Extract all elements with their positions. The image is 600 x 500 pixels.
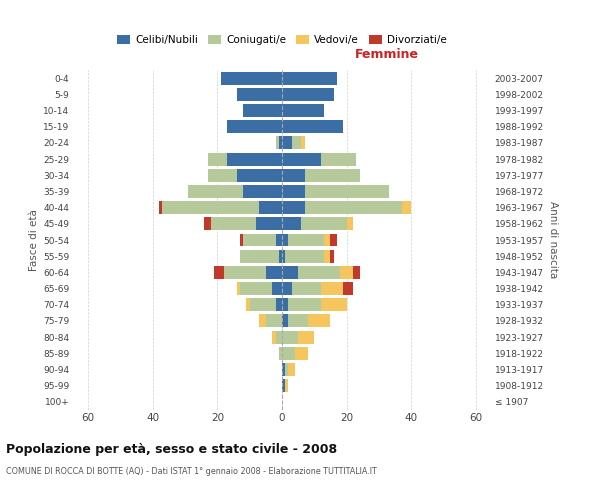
Bar: [289, 234, 324, 246]
Bar: [282, 266, 298, 279]
Bar: [247, 298, 250, 311]
Bar: [208, 152, 227, 166]
Bar: [266, 266, 282, 279]
Bar: [282, 88, 334, 101]
Bar: [188, 185, 243, 198]
Bar: [298, 266, 340, 279]
Bar: [282, 136, 292, 149]
Bar: [282, 379, 285, 392]
Bar: [282, 169, 305, 181]
Bar: [282, 104, 324, 117]
Bar: [305, 185, 389, 198]
Bar: [282, 363, 285, 376]
Bar: [237, 282, 240, 295]
Bar: [305, 201, 401, 214]
Bar: [240, 250, 279, 262]
Bar: [243, 185, 282, 198]
Bar: [321, 152, 356, 166]
Bar: [256, 218, 282, 230]
Bar: [208, 169, 237, 181]
Bar: [289, 363, 295, 376]
Bar: [321, 298, 347, 311]
Bar: [301, 218, 347, 230]
Bar: [240, 234, 243, 246]
Bar: [331, 234, 337, 246]
Bar: [401, 201, 411, 214]
Bar: [282, 347, 295, 360]
Bar: [301, 136, 305, 149]
Bar: [224, 266, 266, 279]
Bar: [227, 152, 282, 166]
Bar: [282, 201, 305, 214]
Bar: [285, 363, 289, 376]
Bar: [259, 314, 266, 328]
Bar: [321, 282, 343, 295]
Bar: [272, 330, 275, 344]
Bar: [282, 330, 298, 344]
Bar: [259, 201, 282, 214]
Bar: [205, 218, 211, 230]
Bar: [308, 314, 331, 328]
Text: Popolazione per età, sesso e stato civile - 2008: Popolazione per età, sesso e stato civil…: [6, 442, 337, 456]
Bar: [282, 298, 289, 311]
Bar: [298, 330, 314, 344]
Bar: [282, 250, 285, 262]
Bar: [305, 169, 359, 181]
Bar: [237, 169, 282, 181]
Bar: [250, 298, 275, 311]
Bar: [282, 282, 292, 295]
Bar: [282, 314, 289, 328]
Bar: [285, 379, 289, 392]
Bar: [295, 347, 308, 360]
Bar: [324, 234, 331, 246]
Bar: [266, 314, 282, 328]
Bar: [279, 347, 282, 360]
Bar: [272, 282, 282, 295]
Bar: [211, 218, 256, 230]
Text: COMUNE DI ROCCA DI BOTTE (AQ) - Dati ISTAT 1° gennaio 2008 - Elaborazione TUTTIT: COMUNE DI ROCCA DI BOTTE (AQ) - Dati IST…: [6, 468, 377, 476]
Bar: [275, 330, 282, 344]
Bar: [275, 298, 282, 311]
Bar: [331, 250, 334, 262]
Bar: [340, 266, 353, 279]
Bar: [282, 234, 289, 246]
Bar: [243, 104, 282, 117]
Bar: [243, 234, 275, 246]
Bar: [353, 266, 359, 279]
Bar: [240, 282, 272, 295]
Bar: [214, 266, 224, 279]
Bar: [324, 250, 331, 262]
Y-axis label: Anni di nascita: Anni di nascita: [548, 202, 558, 278]
Bar: [292, 136, 301, 149]
Y-axis label: Fasce di età: Fasce di età: [29, 209, 39, 271]
Bar: [347, 218, 353, 230]
Bar: [279, 250, 282, 262]
Bar: [275, 136, 279, 149]
Bar: [279, 136, 282, 149]
Bar: [289, 314, 308, 328]
Bar: [159, 201, 163, 214]
Bar: [163, 201, 259, 214]
Text: Femmine: Femmine: [355, 48, 419, 62]
Legend: Celibi/Nubili, Coniugati/e, Vedovi/e, Divorziati/e: Celibi/Nubili, Coniugati/e, Vedovi/e, Di…: [113, 31, 451, 50]
Bar: [275, 234, 282, 246]
Bar: [282, 185, 305, 198]
Bar: [282, 120, 343, 133]
Bar: [282, 218, 301, 230]
Bar: [282, 152, 321, 166]
Bar: [343, 282, 353, 295]
Bar: [221, 72, 282, 85]
Bar: [289, 298, 321, 311]
Bar: [292, 282, 321, 295]
Bar: [237, 88, 282, 101]
Bar: [285, 250, 324, 262]
Bar: [282, 72, 337, 85]
Bar: [227, 120, 282, 133]
